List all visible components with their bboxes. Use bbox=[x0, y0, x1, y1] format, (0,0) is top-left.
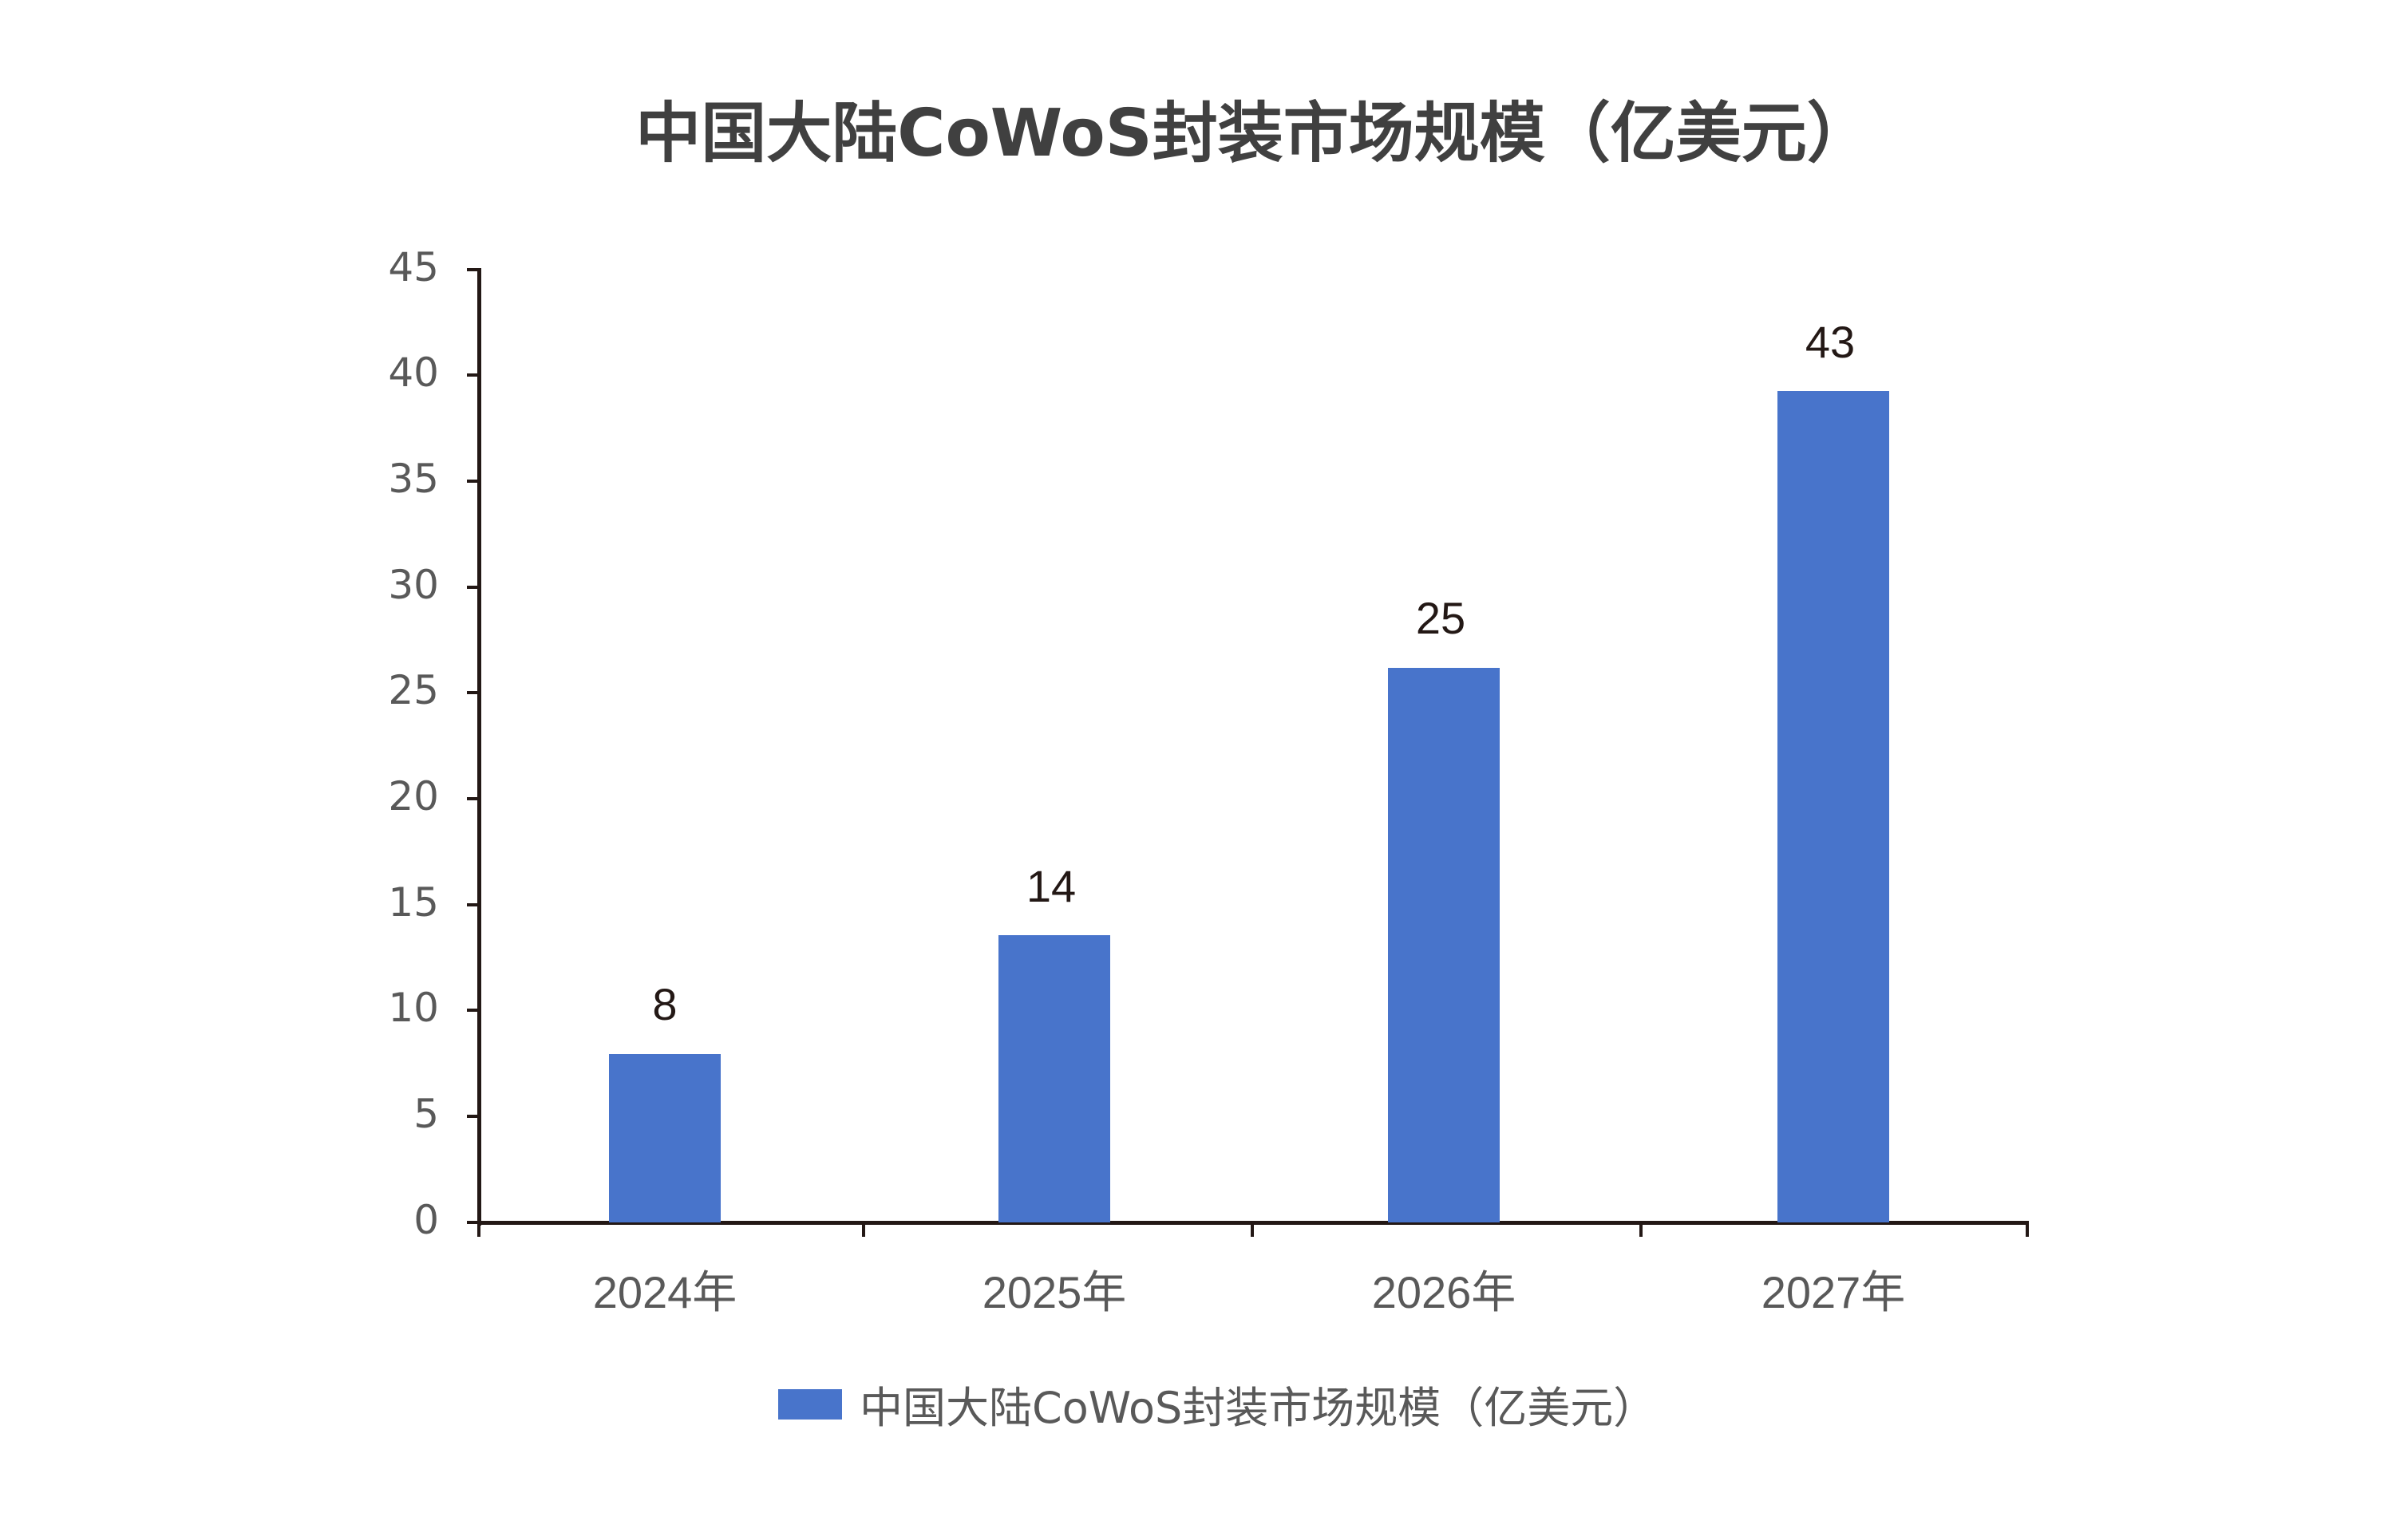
y-tick-label: 5 bbox=[413, 1091, 439, 1137]
y-tick-label: 15 bbox=[388, 879, 439, 926]
y-tick-label: 20 bbox=[388, 773, 439, 819]
legend: 中国大陆CoWoS封装市场规模（亿美元） bbox=[778, 1372, 1656, 1435]
x-tick-label: 2027年 bbox=[1761, 1267, 1906, 1317]
data-label: 8 bbox=[652, 979, 678, 1029]
y-tick-label: 10 bbox=[388, 985, 439, 1031]
y-tick bbox=[467, 586, 480, 589]
y-tick-label: 25 bbox=[388, 667, 439, 713]
x-tick-label: 2026年 bbox=[1371, 1267, 1516, 1317]
y-tick bbox=[467, 1009, 480, 1012]
y-tick-label: 45 bbox=[388, 244, 439, 290]
y-tick bbox=[467, 1115, 480, 1118]
y-tick-label: 40 bbox=[388, 349, 439, 396]
legend-label: 中国大陆CoWoS封装市场规模（亿美元） bbox=[860, 1383, 1657, 1433]
x-tick bbox=[862, 1221, 865, 1237]
y-tick bbox=[467, 480, 480, 483]
bar-2027 bbox=[1777, 391, 1889, 1222]
y-tick-label: 35 bbox=[388, 456, 439, 502]
x-tick bbox=[1639, 1221, 1643, 1237]
y-tick-label: 30 bbox=[388, 562, 439, 608]
bar-2024 bbox=[609, 1054, 721, 1222]
data-label: 43 bbox=[1805, 317, 1856, 367]
x-tick-label: 2025年 bbox=[982, 1267, 1127, 1317]
y-tick bbox=[467, 268, 480, 271]
y-tick bbox=[467, 903, 480, 906]
y-tick bbox=[467, 1221, 480, 1224]
x-tick bbox=[1251, 1221, 1254, 1237]
y-tick bbox=[467, 373, 480, 377]
bar-2025 bbox=[998, 935, 1110, 1222]
x-tick bbox=[2026, 1221, 2029, 1237]
x-tick-label: 2024年 bbox=[592, 1267, 737, 1317]
y-tick bbox=[467, 691, 480, 694]
data-label: 25 bbox=[1415, 593, 1466, 643]
x-tick bbox=[477, 1221, 480, 1237]
data-label: 14 bbox=[1026, 861, 1077, 911]
bar-2026 bbox=[1388, 668, 1500, 1222]
y-tick-label: 0 bbox=[413, 1197, 439, 1243]
y-tick bbox=[467, 797, 480, 800]
legend-swatch bbox=[778, 1388, 842, 1420]
y-axis-line bbox=[477, 268, 481, 1226]
chart-title: 中国大陆CoWoS封装市场规模（亿美元） bbox=[635, 96, 1872, 172]
